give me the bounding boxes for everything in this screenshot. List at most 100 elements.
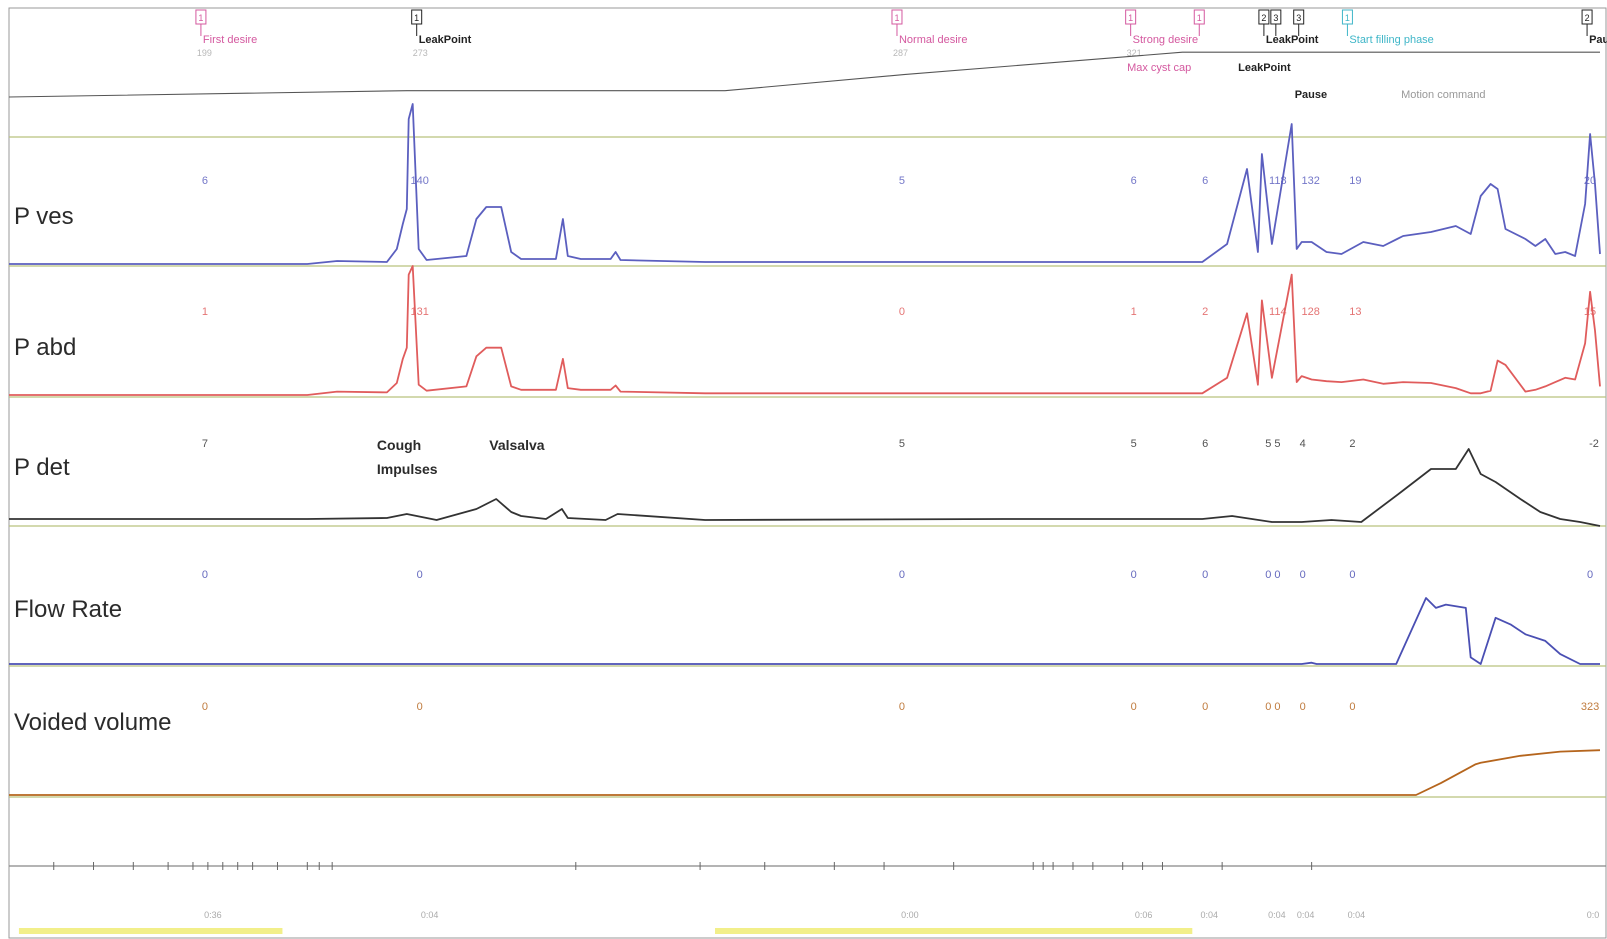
- value-readout: 0: [1300, 569, 1306, 581]
- marker-label: Strong desire: [1133, 34, 1198, 46]
- value-readout: 0 0: [1265, 569, 1280, 581]
- marker-id: 1: [414, 13, 419, 23]
- trace-line: [9, 265, 1601, 396]
- trace-annotations: Cough Impulses Valsalva: [377, 437, 545, 477]
- value-readout: 0: [1202, 701, 1208, 713]
- marker-box: [195, 9, 207, 25]
- value-readout: 5: [899, 438, 905, 450]
- marker-box: [891, 9, 903, 25]
- value-readout: 6: [1202, 438, 1208, 450]
- value-readout: 140: [410, 175, 428, 187]
- marker-box: [1193, 9, 1205, 25]
- marker-id: 1: [894, 13, 899, 23]
- time-label: 0:06: [1135, 910, 1153, 920]
- value-readout: -2: [1589, 438, 1599, 450]
- marker-label: Normal desire: [899, 34, 967, 46]
- time-label: 0:0: [1587, 910, 1600, 920]
- event-markers: 1 First desire 199 1 LeakPoint 273 1 Normal des…: [195, 9, 1607, 101]
- value-readout: 0: [1131, 569, 1137, 581]
- value-readout: 132: [1301, 175, 1319, 187]
- marker-id: 1: [1345, 13, 1350, 23]
- value-readout: 0 0: [1265, 701, 1280, 713]
- bottom-event-track: 0:36 0:04 0:00 0:06 0:04 0:04 0:04 0:04 0:0: [9, 862, 1606, 934]
- channel-gridlines: [9, 136, 1606, 798]
- infused-volume-line: [8, 51, 1600, 98]
- value-readout: 6: [1131, 175, 1137, 187]
- marker-extra-label: Pause: [1295, 89, 1327, 101]
- time-label: 0:36: [204, 910, 222, 920]
- marker-id: 3: [1296, 13, 1301, 23]
- frame: [8, 7, 1607, 939]
- marker-extra-label: Motion command: [1401, 89, 1485, 101]
- marker-label: Start filling phase: [1349, 34, 1433, 46]
- trace-line: [9, 749, 1601, 796]
- value-readout: 0: [1300, 701, 1306, 713]
- marker-id: 1: [1197, 13, 1202, 23]
- value-readout: 0: [1349, 701, 1355, 713]
- time-label: 0:04: [1348, 910, 1366, 920]
- marker-box: [1293, 9, 1305, 25]
- value-readout: 0: [1587, 569, 1593, 581]
- value-readout: 0: [202, 701, 208, 713]
- marker-label: First desire: [203, 34, 257, 46]
- value-readout: 5 5: [1265, 438, 1280, 450]
- channel-label: Voided volume: [14, 709, 171, 736]
- marker-id: 2: [1261, 13, 1266, 23]
- value-readout: 1: [202, 306, 208, 318]
- value-readout: 6: [1202, 175, 1208, 187]
- marker-label: LeakPoint: [1266, 34, 1319, 46]
- value-readout: 1: [1131, 306, 1137, 318]
- value-readout: 0: [899, 306, 905, 318]
- phase-bar: [715, 928, 1193, 934]
- time-label: 0:04: [1200, 910, 1218, 920]
- value-readout: 0: [899, 701, 905, 713]
- marker-label: Max cyst cap: [1127, 62, 1191, 74]
- value-readout: 7: [202, 438, 208, 450]
- value-readout: 0: [417, 569, 423, 581]
- marker-id: 1: [1128, 13, 1133, 23]
- marker-label: LeakPoint: [419, 34, 472, 46]
- channel-traces: [9, 103, 1601, 796]
- value-readout: 128: [1301, 306, 1319, 318]
- marker-box: [1125, 9, 1137, 25]
- value-readout: 0: [1349, 569, 1355, 581]
- marker-box: [411, 9, 423, 25]
- marker-box: [1270, 9, 1282, 25]
- time-label: 0:00: [901, 910, 919, 920]
- value-readout: 114: [1269, 306, 1287, 318]
- marker-box: [1581, 9, 1593, 25]
- channel-label: P det: [14, 454, 70, 481]
- time-label: 0:04: [1268, 910, 1286, 920]
- marker-id: 3: [1273, 13, 1278, 23]
- value-readout: 5: [899, 175, 905, 187]
- value-readout: 131: [410, 306, 428, 318]
- trace-line: [9, 103, 1601, 265]
- value-readout: 4: [1300, 438, 1306, 450]
- marker-sub: 321: [1127, 48, 1142, 58]
- channel-label: P ves: [14, 203, 74, 230]
- value-readout: 0: [417, 701, 423, 713]
- marker-label: Pau: [1589, 34, 1607, 46]
- infused-volume-trace: [8, 51, 1600, 98]
- marker-box: [1258, 9, 1270, 25]
- marker-sub: 273: [413, 48, 428, 58]
- marker-id: 1: [198, 13, 203, 23]
- time-label: 0:04: [1297, 910, 1315, 920]
- channel-label: Flow Rate: [14, 596, 122, 623]
- value-readouts: 6 140 5 6 6 118 132 19 2 0 1 131 0 1 2 114 128 13 15 7 5 5 6 5 …: [202, 175, 1599, 713]
- annotation-text: Impulses: [377, 461, 438, 477]
- trace-line: [9, 597, 1600, 665]
- value-readout: 0: [1202, 569, 1208, 581]
- trace-line: [9, 448, 1601, 527]
- value-readout: 2: [1202, 306, 1208, 318]
- channel-labels: P ves P abd P det Flow Rate Voided volume: [14, 203, 171, 736]
- value-readout: 323: [1581, 701, 1599, 713]
- time-label: 0:04: [421, 910, 439, 920]
- value-readout: 19: [1349, 175, 1361, 187]
- marker-label: LeakPoint: [1238, 62, 1291, 74]
- marker-sub: 287: [893, 48, 908, 58]
- marker-id: 2: [1585, 13, 1590, 23]
- value-readout: 0: [1131, 701, 1137, 713]
- marker-box: [1341, 9, 1353, 25]
